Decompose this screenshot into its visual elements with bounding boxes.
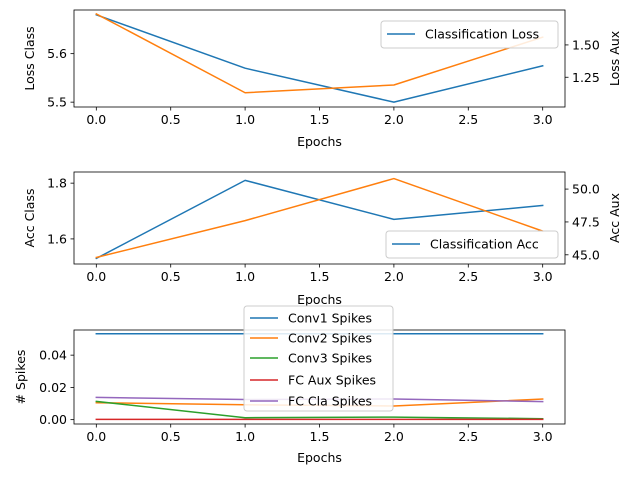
- acc-x-tick-label: 2.0: [384, 269, 404, 284]
- acc-class-axis-label: Acc Class: [22, 189, 37, 248]
- acc-x-tick-label: 1.0: [235, 269, 255, 284]
- spikes-y-ticks: 0.00 0.02 0.04: [39, 348, 74, 427]
- loss-y2-tick-label: 1.50: [572, 37, 600, 52]
- loss-series: [95, 12, 544, 103]
- acc-y2-tick-label: 45.0: [572, 247, 600, 262]
- conv1-legend-label: Conv1 Spikes: [288, 311, 372, 326]
- loss-y-ticks: 5.5 5.6: [47, 46, 74, 110]
- acc-y-ticks: 1.6 1.8: [47, 176, 74, 246]
- acc-y-tick-label: 1.6: [47, 231, 67, 246]
- loss-x-tick-label: 2.0: [384, 112, 404, 127]
- loss-legend-label: Classification Loss: [425, 27, 539, 42]
- loss-x-tick-label: 3.0: [533, 112, 553, 127]
- acc-x-tick-label: 0.5: [161, 269, 181, 284]
- acc-x-axis-label: Epochs: [297, 292, 342, 307]
- loss-x-tick-label: 1.0: [235, 112, 255, 127]
- acc-series: [95, 177, 544, 260]
- loss-legend-box: [380, 20, 559, 49]
- spikes-x-tick-label: 2.0: [384, 429, 404, 444]
- loss-x-axis-label: Epochs: [297, 134, 342, 149]
- spikes-x-tick-label: 0.0: [86, 429, 106, 444]
- loss-x-tick-label: 0.0: [86, 112, 106, 127]
- loss-y-tick-label: 5.6: [47, 46, 67, 61]
- loss-y2-tick-label: 1.25: [572, 70, 600, 85]
- spikes-series-line-2: [95, 400, 544, 420]
- acc-legend-label: Classification Acc: [430, 237, 539, 252]
- acc-x-ticks: 0.0 0.5 1.0 1.5 2.0 2.5 3.0: [86, 264, 553, 284]
- acc-x-tick-label: 0.0: [86, 269, 106, 284]
- spikes-legend: Conv1 Spikes Conv2 Spikes Conv3 Spikes F…: [243, 305, 394, 412]
- loss-y2-ticks: 1.25 1.50: [565, 37, 600, 85]
- acc-legend: Classification Acc: [385, 230, 559, 259]
- acc-y2-tick-label: 50.0: [572, 182, 600, 197]
- spikes-x-tick-label: 3.0: [533, 429, 553, 444]
- spikes-panel: 0.0 0.5 1.0 1.5 2.0 2.5 3.0 0.00 0.02 0.04 Epoch…: [13, 305, 566, 465]
- loss-y-tick-label: 5.5: [47, 95, 67, 110]
- conv2-legend-label: Conv2 Spikes: [288, 331, 372, 346]
- spikes-y-tick-label: 0.00: [39, 412, 67, 427]
- acc-y2-ticks: 45.0 47.5 50.0: [565, 182, 600, 262]
- loss-aux-axis-label: Loss Aux: [607, 31, 622, 86]
- spikes-axis-label: # Spikes: [13, 350, 28, 405]
- spikes-y-tick-label: 0.02: [39, 380, 67, 395]
- loss-panel: 0.0 0.5 1.0 1.5 2.0 2.5 3.0 5.5 5.6 1.25 1.50 Ep…: [22, 9, 622, 149]
- loss-x-tick-label: 1.5: [310, 112, 330, 127]
- acc-y-tick-label: 1.8: [47, 176, 67, 191]
- spikes-x-ticks: 0.0 0.5 1.0 1.5 2.0 2.5 3.0: [86, 424, 553, 444]
- loss-x-tick-label: 0.5: [161, 112, 181, 127]
- acc-series-line-1: [95, 177, 544, 259]
- acc-panel: 0.0 0.5 1.0 1.5 2.0 2.5 3.0 1.6 1.8 45.0 47.5 50.…: [22, 171, 622, 307]
- spikes-legend-box: [243, 305, 394, 412]
- conv3-legend-label: Conv3 Spikes: [288, 351, 372, 366]
- spikes-x-tick-label: 2.5: [458, 429, 478, 444]
- loss-x-tick-label: 2.5: [458, 112, 478, 127]
- spikes-x-tick-label: 1.5: [310, 429, 330, 444]
- acc-x-tick-label: 2.5: [458, 269, 478, 284]
- loss-series-line-1: [95, 12, 544, 94]
- loss-class-axis-label: Loss Class: [22, 26, 37, 90]
- loss-legend: Classification Loss: [380, 20, 559, 49]
- fc-cla-legend-label: FC Cla Spikes: [288, 394, 372, 409]
- acc-legend-box: [385, 230, 559, 259]
- acc-x-tick-label: 3.0: [533, 269, 553, 284]
- acc-x-tick-label: 1.5: [310, 269, 330, 284]
- loss-series-line-0: [95, 13, 544, 103]
- loss-x-ticks: 0.0 0.5 1.0 1.5 2.0 2.5 3.0: [86, 107, 553, 127]
- spikes-x-tick-label: 1.0: [235, 429, 255, 444]
- spikes-x-tick-label: 0.5: [161, 429, 181, 444]
- acc-y2-tick-label: 47.5: [572, 214, 600, 229]
- acc-aux-axis-label: Acc Aux: [607, 193, 622, 243]
- spikes-y-tick-label: 0.04: [39, 348, 67, 363]
- fc-aux-legend-label: FC Aux Spikes: [288, 373, 376, 388]
- spikes-x-axis-label: Epochs: [297, 450, 342, 465]
